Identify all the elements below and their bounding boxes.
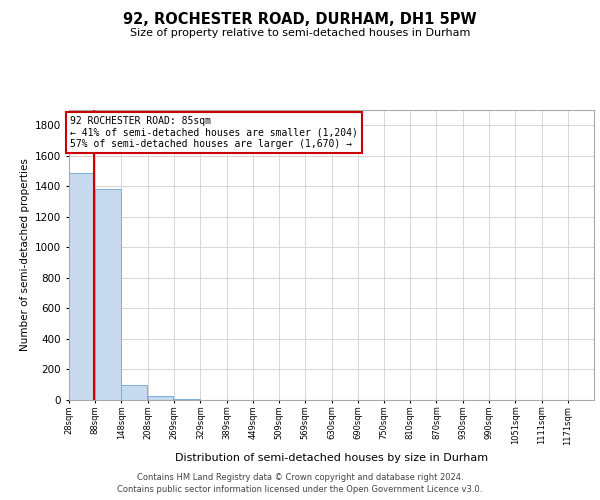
- Y-axis label: Number of semi-detached properties: Number of semi-detached properties: [20, 158, 29, 352]
- Bar: [148, 396, 173, 400]
- Bar: [69, 172, 94, 400]
- Text: Size of property relative to semi-detached houses in Durham: Size of property relative to semi-detach…: [130, 28, 470, 38]
- Text: 92 ROCHESTER ROAD: 85sqm
← 41% of semi-detached houses are smaller (1,204)
57% o: 92 ROCHESTER ROAD: 85sqm ← 41% of semi-d…: [70, 116, 358, 150]
- Text: 92, ROCHESTER ROAD, DURHAM, DH1 5PW: 92, ROCHESTER ROAD, DURHAM, DH1 5PW: [123, 12, 477, 28]
- Bar: [95, 190, 121, 400]
- Bar: [121, 384, 147, 400]
- Text: Contains HM Land Registry data © Crown copyright and database right 2024.: Contains HM Land Registry data © Crown c…: [137, 472, 463, 482]
- X-axis label: Distribution of semi-detached houses by size in Durham: Distribution of semi-detached houses by …: [175, 453, 488, 463]
- Text: Contains public sector information licensed under the Open Government Licence v3: Contains public sector information licen…: [118, 485, 482, 494]
